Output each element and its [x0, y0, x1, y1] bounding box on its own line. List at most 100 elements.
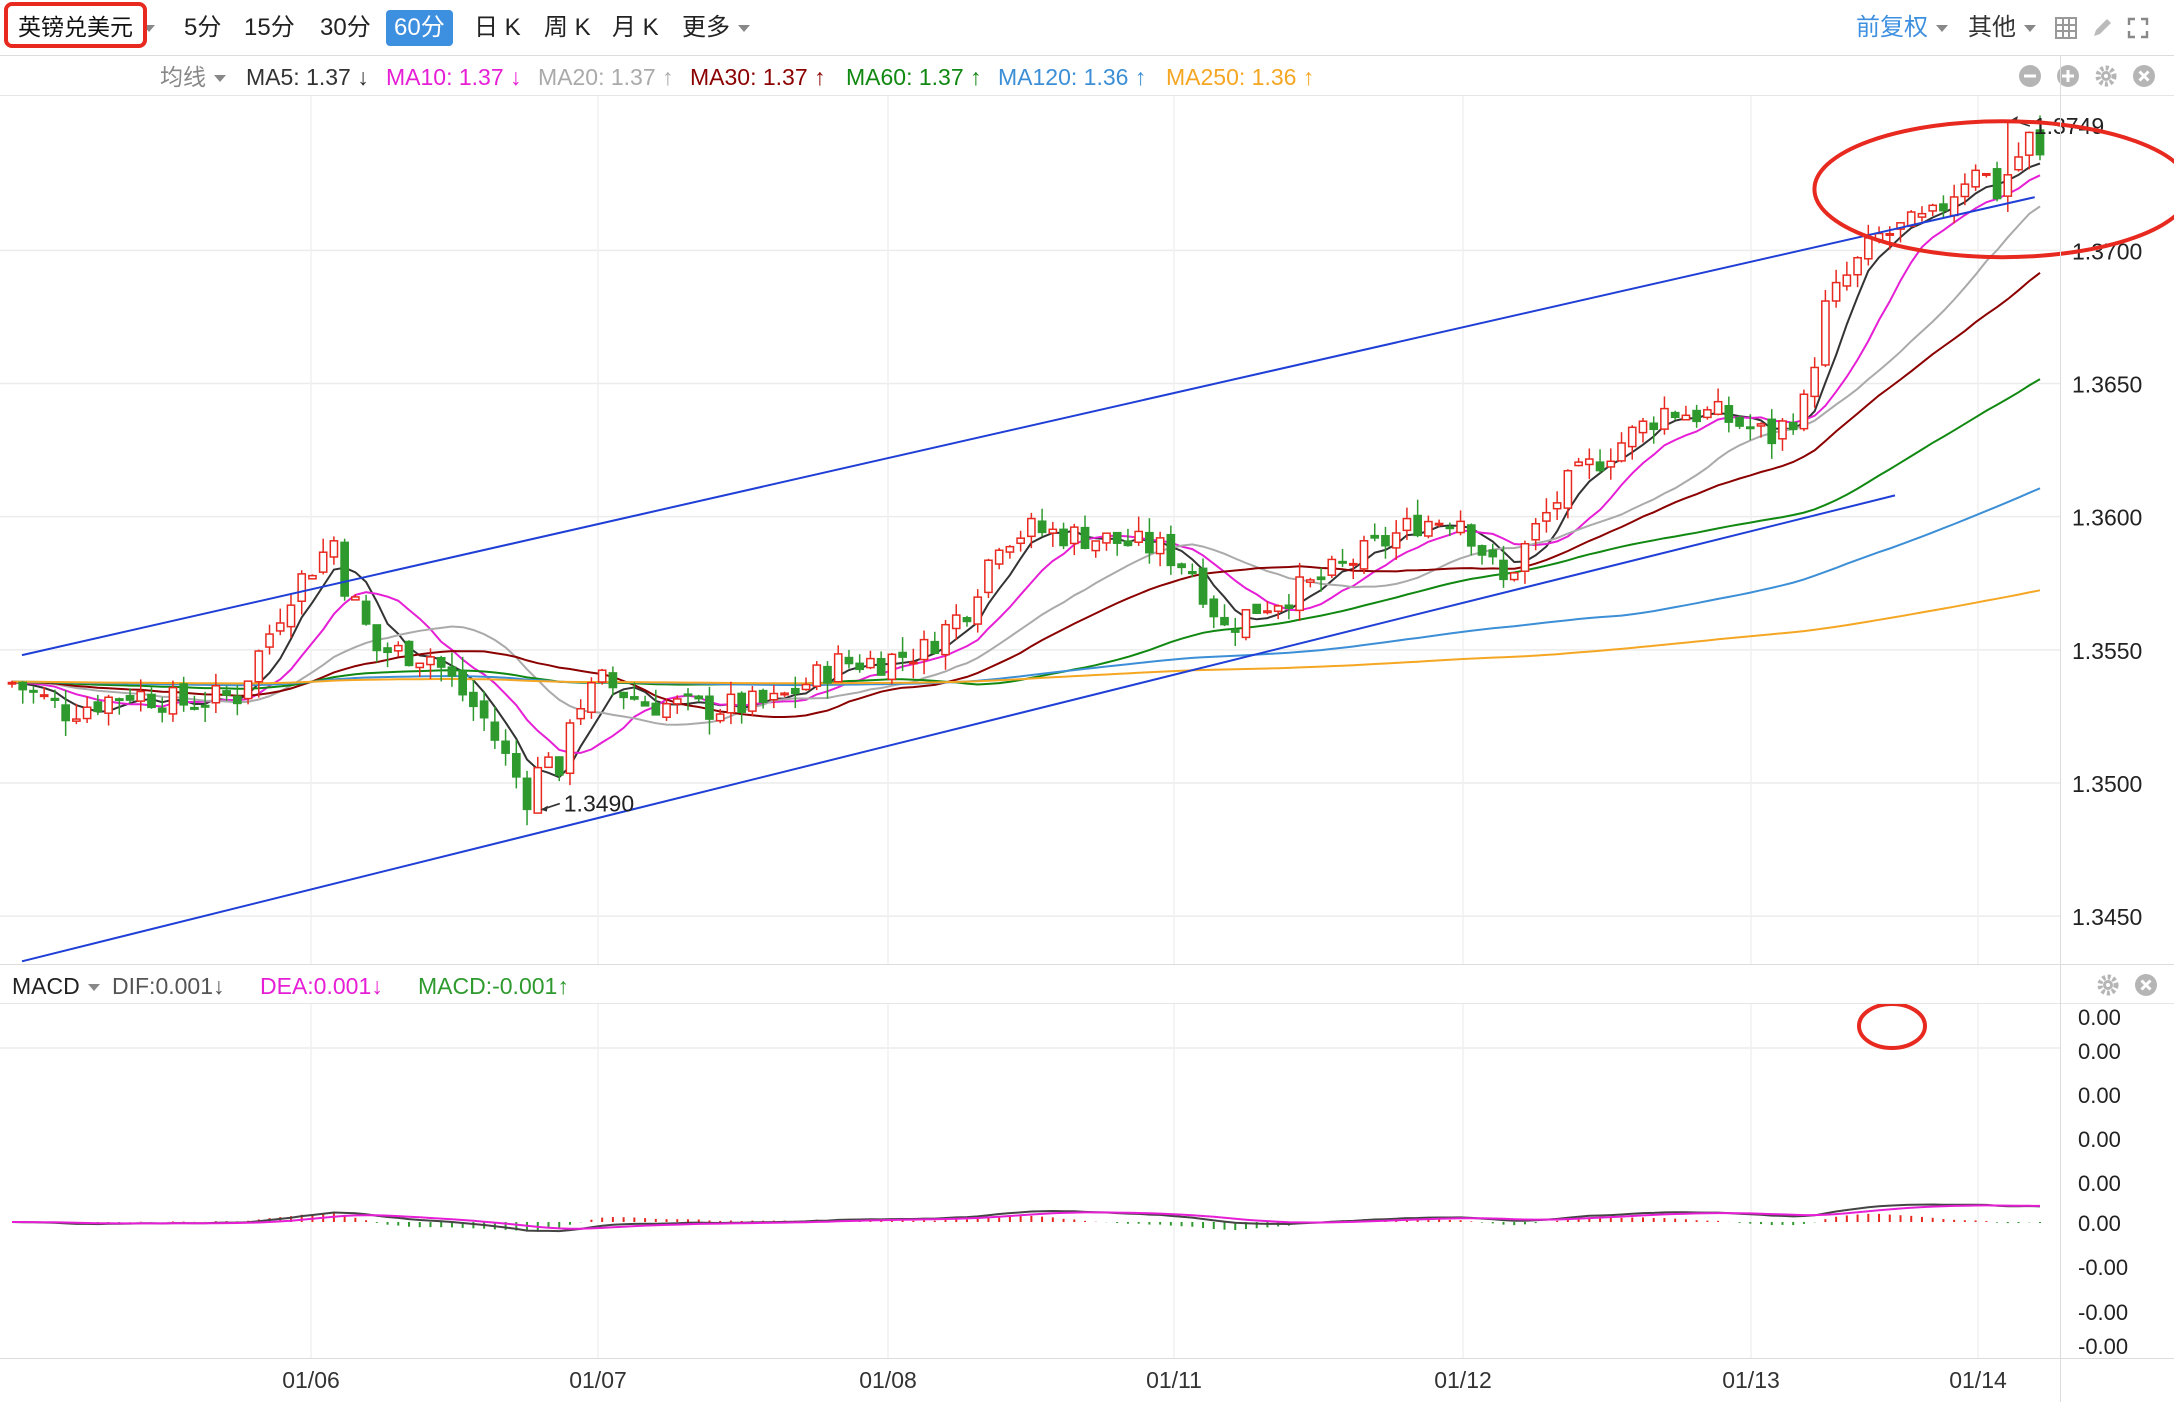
candle-body — [951, 614, 961, 630]
candle — [780, 691, 789, 698]
candle-body — [1187, 570, 1197, 575]
candle — [1305, 577, 1315, 588]
candle — [1853, 256, 1862, 288]
candle-body — [1263, 610, 1272, 614]
candle-body — [1456, 520, 1465, 534]
symbol-label[interactable]: 英镑兑美元 — [4, 2, 147, 48]
macd-settings-gear-icon[interactable] — [2096, 973, 2120, 997]
candle-body — [812, 664, 822, 687]
macd-close-icon[interactable] — [2134, 973, 2158, 997]
date-tick-label: 01/12 — [1434, 1367, 1492, 1393]
candle — [2024, 131, 2034, 170]
macd-dea-line — [12, 1204, 2041, 1230]
candle — [1316, 567, 1326, 592]
candle-body — [1413, 514, 1423, 537]
candle — [1381, 526, 1390, 559]
period-tab-8[interactable]: 月 K — [604, 10, 667, 46]
candle — [1069, 523, 1079, 556]
candle-body — [286, 604, 296, 628]
grid-icon[interactable] — [2054, 16, 2078, 40]
candle — [1756, 422, 1766, 438]
period-tab-7[interactable]: 周 K — [536, 10, 599, 46]
candle — [286, 593, 296, 638]
candle — [1788, 413, 1798, 435]
candle-body — [1810, 366, 1820, 398]
period-tab-4[interactable]: 30分 — [312, 10, 379, 46]
candle — [1091, 540, 1101, 558]
candle — [1005, 545, 1015, 559]
candle — [651, 689, 661, 716]
candle — [329, 536, 339, 565]
candle — [672, 695, 682, 714]
candle — [436, 655, 446, 682]
adjust-dropdown[interactable]: 前复权 — [1856, 10, 1948, 46]
settings-gear-icon[interactable] — [2094, 64, 2118, 88]
macd-chart[interactable]: 0.00 0.00 0.00 0.00 0.00 0.00 -0.00 -0.00 -0.00 — [0, 1004, 2174, 1358]
candle-body — [125, 695, 135, 701]
macd-tick-label: 0.00 — [2078, 1211, 2121, 1236]
moving-averages — [11, 162, 2041, 779]
candle — [1649, 416, 1659, 444]
candle-body — [136, 690, 146, 702]
period-tab-9[interactable]: 更多 — [674, 10, 758, 46]
candle — [29, 686, 38, 704]
macd-tick-label: 0.00 — [2078, 1083, 2121, 1108]
close-icon[interactable] — [2132, 64, 2156, 88]
period-tab-2[interactable]: 5分 — [176, 10, 229, 46]
candle-body — [18, 681, 28, 691]
candle-body — [737, 692, 747, 714]
trendline[interactable] — [21, 494, 1896, 963]
candle-body — [1520, 542, 1530, 572]
add-indicator-icon[interactable] — [2056, 64, 2080, 88]
candle — [39, 686, 49, 700]
candle — [1831, 269, 1841, 308]
candle-body — [780, 692, 789, 696]
candle-body — [758, 689, 768, 704]
candle — [383, 642, 392, 668]
candle — [1703, 406, 1712, 420]
ma-value-3: MA30: 1.37 ↑ — [690, 64, 826, 90]
candle-body — [1166, 533, 1176, 567]
candle — [1134, 516, 1144, 546]
candle — [1338, 548, 1347, 568]
candle-body — [2024, 131, 2034, 156]
candle — [984, 558, 993, 599]
ma-line-ma5 — [11, 162, 2041, 779]
candle — [82, 696, 92, 724]
candle-body — [823, 665, 832, 684]
candle — [7, 680, 17, 688]
candle-body — [683, 693, 693, 697]
date-axis: 01/06 01/07 01/08 01/11 01/12 01/13 01/14 — [0, 1358, 2174, 1402]
fullscreen-icon[interactable] — [2126, 16, 2150, 40]
trendline[interactable] — [21, 196, 2035, 657]
period-tab-5[interactable]: 60分 — [386, 10, 453, 46]
candle — [994, 547, 1004, 570]
candle-body — [715, 713, 725, 722]
ma-type-dropdown[interactable]: 均线 — [160, 62, 226, 92]
candle-body — [329, 540, 339, 558]
candle — [125, 688, 135, 704]
candle-body — [1338, 560, 1347, 564]
candle-body — [490, 721, 500, 741]
candle-body — [501, 740, 510, 754]
candle-body — [833, 653, 843, 683]
candle-body — [1542, 511, 1551, 522]
macd-indicator-dropdown[interactable]: MACD — [12, 971, 100, 1001]
candle — [1552, 491, 1562, 520]
candle-body — [866, 657, 875, 669]
other-dropdown[interactable]: 其他 — [1968, 10, 2036, 46]
candle-body — [1563, 469, 1573, 509]
candle — [1627, 425, 1637, 460]
candle-body — [533, 766, 543, 814]
candle-body — [340, 541, 349, 597]
period-tab-6[interactable]: 日 K — [466, 10, 529, 46]
candle-body — [544, 756, 553, 769]
candle — [458, 656, 468, 702]
minimize-icon[interactable] — [2018, 64, 2042, 88]
candlestick-chart[interactable]: 1.37001.36501.36001.35501.35001.34501.37… — [0, 96, 2174, 964]
period-tab-3[interactable]: 15分 — [236, 10, 303, 46]
draw-pen-icon[interactable] — [2090, 16, 2114, 40]
candle-body — [662, 703, 671, 718]
candle — [136, 679, 146, 712]
candle — [544, 752, 553, 769]
